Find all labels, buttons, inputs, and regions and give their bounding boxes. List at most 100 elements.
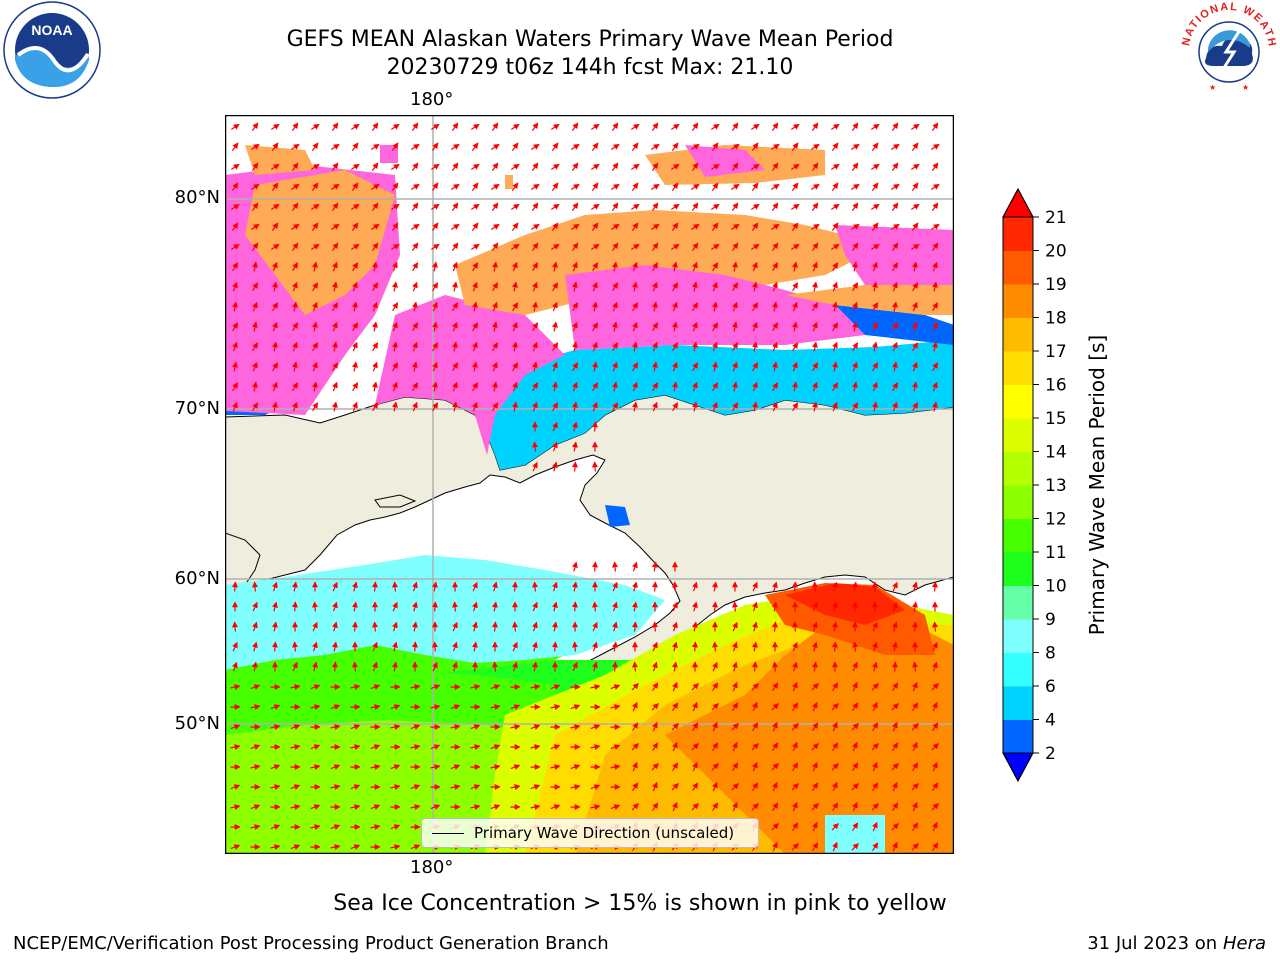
wave-direction-arrow <box>512 641 518 652</box>
wave-direction-arrow <box>932 661 938 672</box>
wave-direction-arrow <box>671 722 679 731</box>
wave-direction-arrow <box>791 581 798 592</box>
wave-direction-arrow <box>331 162 339 171</box>
colorbar-segment <box>1003 719 1033 754</box>
wave-direction-arrow <box>712 802 719 812</box>
wave-direction-arrow <box>671 182 679 191</box>
wave-direction-arrow <box>751 182 759 191</box>
wave-direction-arrow <box>330 844 341 851</box>
colorbar-segment <box>1003 585 1033 620</box>
wave-direction-arrow <box>571 202 579 211</box>
wave-direction-arrow <box>711 361 718 372</box>
wave-direction-arrow <box>751 341 758 352</box>
wave-direction-arrow <box>452 661 458 672</box>
wave-direction-arrow <box>732 801 738 812</box>
wave-direction-arrow <box>870 203 880 210</box>
wave-direction-arrow <box>812 621 818 632</box>
wave-direction-arrow <box>891 702 899 711</box>
wave-direction-arrow <box>371 321 378 332</box>
wave-direction-arrow <box>732 681 738 692</box>
wave-direction-arrow <box>752 701 758 712</box>
wave-direction-arrow <box>350 684 361 691</box>
wave-direction-arrow <box>230 163 240 170</box>
wave-direction-arrow <box>370 143 380 150</box>
wave-direction-arrow <box>392 261 398 272</box>
wave-direction-arrow <box>670 243 680 250</box>
wave-direction-arrow <box>911 601 918 612</box>
wave-direction-arrow <box>370 804 381 810</box>
wave-direction-arrow <box>631 222 639 231</box>
wave-direction-arrow <box>852 282 859 292</box>
wave-direction-arrow <box>471 361 478 372</box>
wave-direction-arrow <box>612 601 618 612</box>
wave-direction-arrow <box>352 262 359 272</box>
wave-direction-arrow <box>770 143 780 150</box>
wave-direction-arrow <box>372 402 379 412</box>
wave-direction-arrow <box>852 641 859 652</box>
wave-direction-arrow <box>712 781 718 792</box>
wave-direction-arrow <box>431 261 438 272</box>
wave-direction-arrow <box>691 122 699 131</box>
wave-direction-arrow <box>551 621 558 632</box>
colorbar-segment <box>1003 619 1033 653</box>
wave-direction-arrow <box>352 401 358 412</box>
wave-direction-arrow <box>591 301 598 312</box>
wave-direction-arrow <box>652 262 659 272</box>
wave-direction-arrow <box>931 802 939 811</box>
wave-direction-arrow <box>771 242 779 251</box>
wave-direction-arrow <box>412 581 418 592</box>
wave-direction-arrow <box>811 682 819 691</box>
wave-direction-arrow <box>851 722 859 731</box>
wave-direction-arrow <box>572 381 578 392</box>
wave-direction-arrow <box>410 804 421 811</box>
colorbar-under-triangle <box>1002 752 1034 783</box>
wave-direction-arrow <box>890 183 900 190</box>
wave-direction-arrow <box>510 724 521 731</box>
wave-direction-arrow <box>631 142 639 151</box>
wave-direction-arrow <box>431 182 439 191</box>
wave-direction-arrow <box>531 361 538 372</box>
wave-direction-arrow <box>372 342 379 352</box>
wave-direction-arrow <box>671 321 678 332</box>
wave-direction-arrow <box>310 824 321 831</box>
wave-direction-arrow <box>230 744 241 751</box>
wave-direction-arrow <box>270 704 281 710</box>
wave-direction-arrow <box>451 401 458 412</box>
wave-direction-arrow <box>792 621 799 632</box>
wave-direction-arrow <box>710 163 720 170</box>
wave-direction-arrow <box>390 824 401 830</box>
wave-direction-arrow <box>812 581 819 592</box>
wave-direction-arrow <box>291 301 298 312</box>
wave-direction-arrow <box>251 661 258 672</box>
wave-direction-arrow <box>652 721 658 732</box>
wave-direction-arrow <box>351 361 358 372</box>
wave-direction-arrow <box>711 301 718 312</box>
wave-direction-arrow <box>452 321 458 332</box>
wave-direction-arrow <box>930 183 940 190</box>
wave-direction-arrow <box>471 142 479 151</box>
wave-direction-arrow <box>672 402 679 412</box>
wave-direction-arrow <box>892 781 898 792</box>
wave-direction-arrow <box>512 321 518 332</box>
wave-direction-arrow <box>671 261 678 272</box>
wave-direction-arrow <box>892 341 898 352</box>
wave-direction-arrow <box>792 741 798 752</box>
wave-direction-arrow <box>872 722 879 732</box>
colorbar-tick-label: 15 <box>1045 409 1067 429</box>
wave-direction-arrow <box>671 381 678 392</box>
wave-direction-arrow <box>771 202 779 211</box>
wave-direction-arrow <box>910 243 920 250</box>
wave-direction-arrow <box>650 143 660 150</box>
wave-direction-arrow <box>590 163 600 170</box>
wave-direction-arrow <box>610 704 621 711</box>
wave-direction-arrow <box>231 182 239 191</box>
wave-direction-arrow <box>852 402 859 412</box>
wave-direction-arrow <box>632 722 639 732</box>
wave-direction-arrow <box>871 341 878 352</box>
wave-direction-arrow <box>330 704 341 710</box>
wave-direction-arrow <box>592 401 598 412</box>
wave-direction-arrow <box>471 182 479 191</box>
wave-direction-arrow <box>631 802 639 811</box>
colorbar-segment <box>1003 552 1033 586</box>
wave-direction-arrow <box>351 142 359 151</box>
